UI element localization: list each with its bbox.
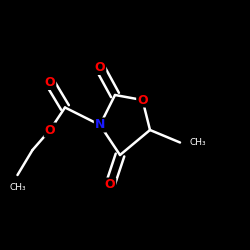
Text: O: O <box>137 94 148 106</box>
Text: CH₃: CH₃ <box>9 182 26 192</box>
Text: O: O <box>95 61 105 74</box>
Text: CH₃: CH₃ <box>190 138 206 147</box>
Text: O: O <box>45 124 55 136</box>
Text: O: O <box>45 76 55 89</box>
Text: O: O <box>105 178 115 192</box>
Text: N: N <box>95 118 105 132</box>
